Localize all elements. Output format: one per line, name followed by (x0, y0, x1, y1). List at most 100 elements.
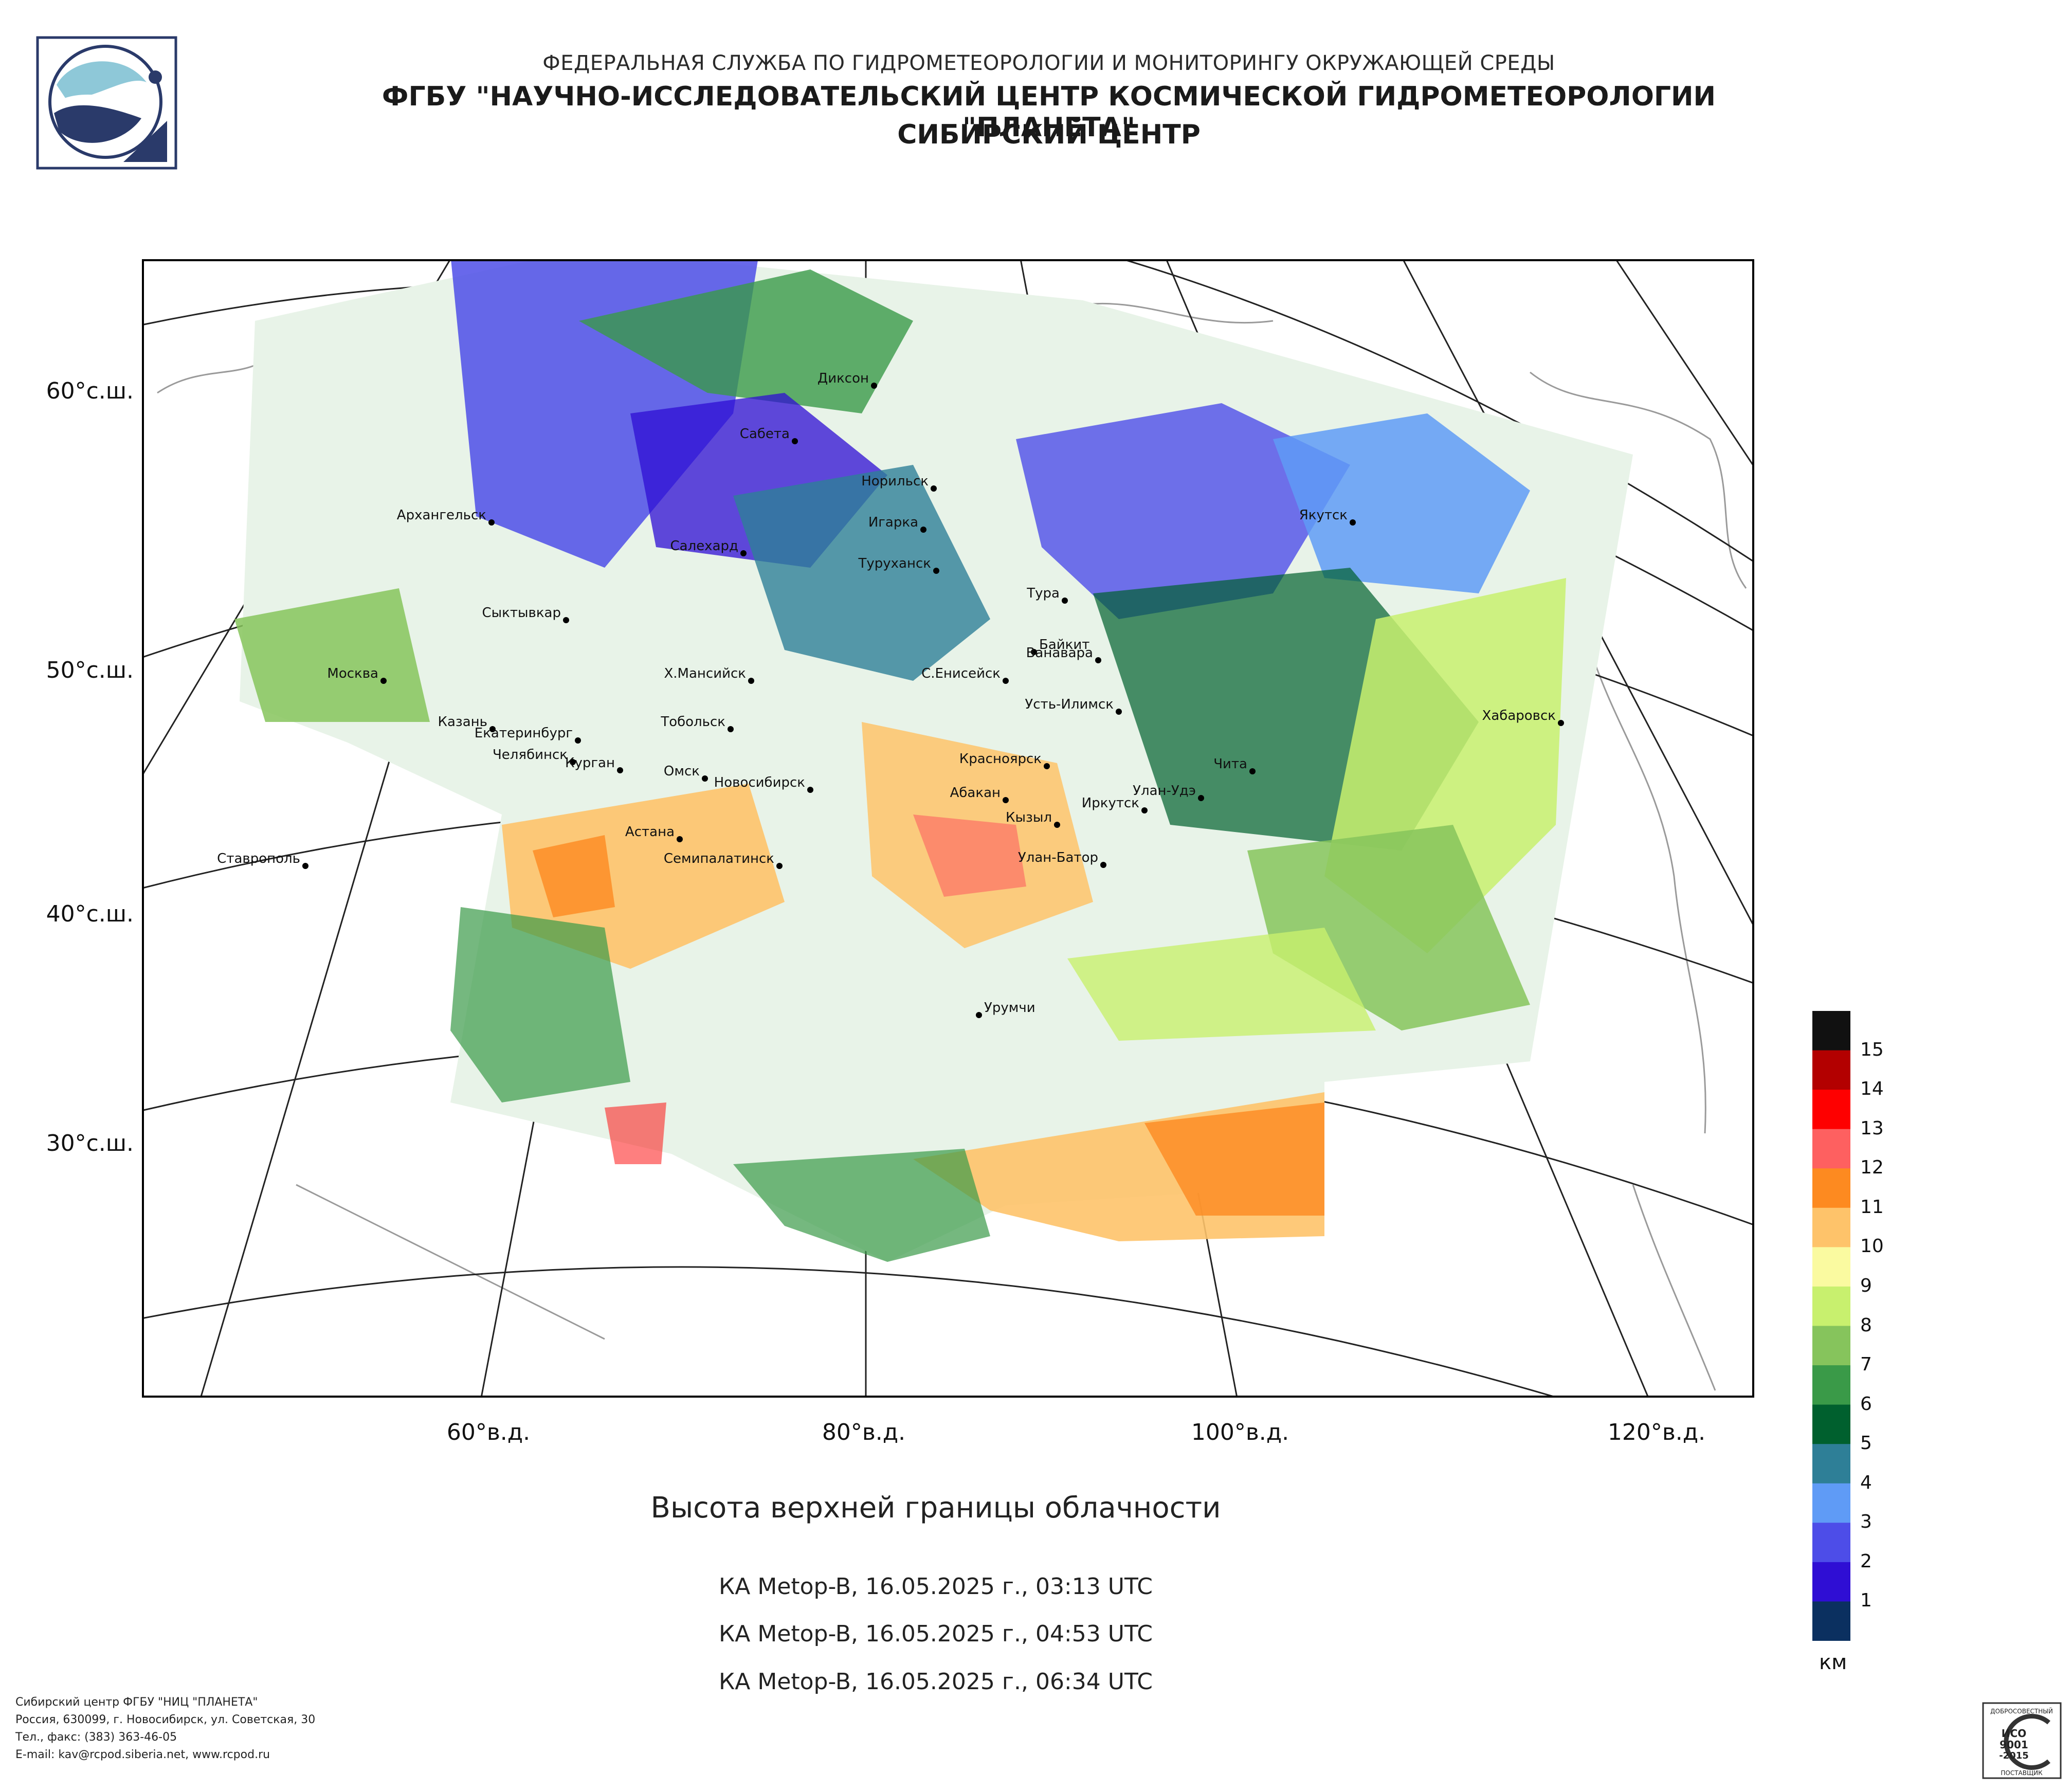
lon-label-100: 100°в.д. (1191, 1419, 1289, 1445)
lat-label-40: 40°с.ш. (46, 901, 134, 927)
svg-text:ПОСТАВЩИК: ПОСТАВЩИК (2001, 1769, 2043, 1777)
city-marker (1054, 822, 1060, 828)
legend-swatch (1812, 1404, 1850, 1444)
center-name: СИБИРСКИЙ ЦЕНТР (897, 119, 1201, 150)
city-marker (1116, 709, 1122, 715)
city-label: Ванавара (1026, 645, 1093, 661)
city-label: Астана (625, 824, 675, 840)
legend-label: 9 (1860, 1275, 1872, 1296)
legend-swatch (1812, 1129, 1850, 1169)
footer-phone: Тел., факс: (383) 363-46-05 (15, 1731, 177, 1744)
city-label: Х.Мансийск (664, 666, 746, 681)
legend-swatch (1812, 1090, 1850, 1130)
city-label: Салехард (670, 538, 738, 554)
legend-unit: км (1819, 1651, 1847, 1674)
pass-1: КА Metop-B, 16.05.2025 г., 03:13 UTC (719, 1573, 1153, 1600)
city-marker (776, 863, 783, 869)
legend-label: 2 (1860, 1550, 1872, 1572)
legend-swatch (1812, 1168, 1850, 1208)
legend-label: 11 (1860, 1196, 1884, 1218)
legend-swatch (1812, 1562, 1850, 1602)
city-marker (740, 550, 747, 556)
cloud-top-height-map: Диксон Сабета Норильск Игарка Туруханск Тура Я… (142, 259, 1754, 1398)
city-marker (563, 617, 569, 623)
legend-swatch (1812, 1365, 1850, 1405)
city-marker (302, 863, 308, 869)
city-label: Диксон (817, 371, 869, 386)
city-label: Якутск (1299, 508, 1348, 523)
city-marker (1100, 862, 1106, 868)
city-marker (1095, 657, 1101, 663)
city-label: Курган (565, 755, 615, 771)
city-label: Екатеринбург (475, 726, 573, 741)
city-label: Абакан (950, 785, 1001, 801)
planeta-logo (36, 36, 177, 170)
city-label: Игарка (868, 515, 918, 530)
city-marker (1350, 519, 1356, 526)
legend-label: 13 (1860, 1117, 1884, 1139)
legend-swatch (1812, 1444, 1850, 1484)
pass-3: КА Metop-B, 16.05.2025 г., 06:34 UTC (719, 1669, 1153, 1695)
lat-label-60: 60°с.ш. (46, 378, 134, 404)
legend-label: 14 (1860, 1078, 1884, 1100)
legend-label: 12 (1860, 1157, 1884, 1179)
city-label: Урумчи (984, 1000, 1035, 1016)
city-marker (748, 678, 754, 684)
product-title: Высота верхней границы облачности (650, 1491, 1221, 1525)
city-label: Улан-Батор (1018, 850, 1098, 865)
city-label: Туруханск (858, 556, 931, 571)
legend-swatch (1812, 1011, 1850, 1051)
city-label: Омск (664, 764, 700, 779)
city-marker (380, 678, 387, 684)
city-label: Усть-Илимск (1025, 697, 1114, 712)
legend-label: 4 (1860, 1472, 1872, 1493)
city-label: Казань (438, 714, 487, 730)
pass-2: КА Metop-B, 16.05.2025 г., 04:53 UTC (719, 1621, 1153, 1647)
svg-text:ДОБРОСОВЕСТНЫЙ: ДОБРОСОВЕСТНЫЙ (1990, 1707, 2053, 1715)
footer-email: E-mail: kav@rcpod.siberia.net, www.rcpod… (15, 1748, 270, 1761)
city-label: Хабаровск (1482, 708, 1556, 723)
city-label: Сыктывкар (482, 605, 561, 621)
city-marker (617, 767, 623, 773)
city-label: С.Енисейск (921, 666, 1001, 681)
city-label: Улан-Удэ (1133, 783, 1196, 799)
city-label: Челябинск (493, 747, 568, 763)
legend-swatch (1812, 1247, 1850, 1287)
city-label: Байкит (1039, 637, 1089, 653)
city-label: Иркутск (1082, 795, 1139, 811)
city-label: Новосибирск (714, 775, 805, 790)
city-marker (807, 787, 813, 793)
height-legend (1812, 1011, 1850, 1641)
lat-label-30: 30°с.ш. (46, 1130, 134, 1156)
city-label: Кызыл (1006, 810, 1052, 825)
city-marker (488, 519, 495, 526)
city-marker (702, 775, 708, 782)
city-label: Красноярск (959, 751, 1042, 767)
legend-swatch (1812, 1601, 1850, 1641)
legend-swatch (1812, 1286, 1850, 1326)
city-marker (677, 836, 683, 842)
city-marker (1141, 807, 1148, 813)
legend-swatch (1812, 1207, 1850, 1247)
legend-swatch (1812, 1050, 1850, 1090)
city-label: Ставрополь (217, 851, 300, 866)
lon-label-120: 120°в.д. (1607, 1419, 1706, 1445)
lat-label-50: 50°с.ш. (46, 657, 134, 683)
legend-label: 8 (1860, 1314, 1872, 1336)
city-marker (570, 759, 576, 765)
city-marker (1558, 720, 1564, 726)
city-marker (931, 485, 937, 492)
legend-label: 6 (1860, 1393, 1872, 1415)
city-marker (933, 568, 939, 574)
legend-label: 5 (1860, 1433, 1872, 1454)
legend-label: 10 (1860, 1236, 1884, 1257)
city-marker (1003, 797, 1009, 803)
cloud-imagery (234, 259, 1633, 1262)
legend-label: 1 (1860, 1590, 1872, 1612)
footer-address: Россия, 630099, г. Новосибирск, ул. Сове… (15, 1713, 316, 1726)
lon-label-60: 60°в.д. (446, 1419, 531, 1445)
city-marker (489, 726, 496, 732)
legend-label: 7 (1860, 1354, 1872, 1376)
svg-text:-2015: -2015 (1999, 1750, 2029, 1761)
legend-swatch (1812, 1326, 1850, 1366)
